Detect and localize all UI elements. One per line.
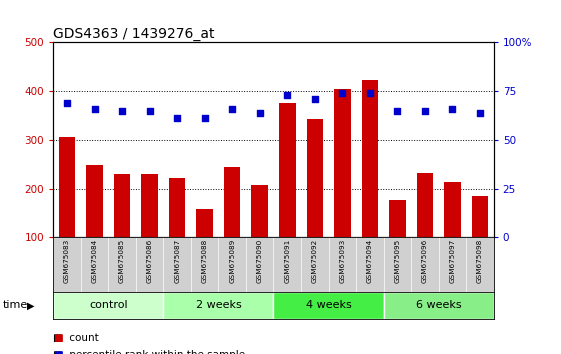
Point xyxy=(420,108,429,113)
Bar xyxy=(196,210,213,237)
Text: GSM675088: GSM675088 xyxy=(201,239,208,283)
Point xyxy=(475,110,484,115)
Text: GSM675097: GSM675097 xyxy=(449,239,456,283)
Text: GSM675096: GSM675096 xyxy=(422,239,428,283)
Text: GSM675092: GSM675092 xyxy=(312,239,318,283)
Point xyxy=(145,108,154,113)
Text: GDS4363 / 1439276_at: GDS4363 / 1439276_at xyxy=(53,28,215,41)
Text: control: control xyxy=(89,300,128,310)
Point xyxy=(255,110,264,115)
Text: GSM675094: GSM675094 xyxy=(367,239,373,283)
Point xyxy=(283,92,292,98)
Point xyxy=(200,115,209,121)
Point xyxy=(393,108,402,113)
Bar xyxy=(141,174,158,237)
Bar xyxy=(169,178,185,237)
Text: GSM675083: GSM675083 xyxy=(64,239,70,283)
Text: ■  count: ■ count xyxy=(53,333,99,343)
Bar xyxy=(472,196,488,237)
Text: GSM675086: GSM675086 xyxy=(146,239,153,283)
Bar xyxy=(417,173,433,237)
Point xyxy=(448,106,457,112)
Bar xyxy=(384,292,494,319)
Bar xyxy=(306,119,323,237)
Text: GSM675098: GSM675098 xyxy=(477,239,483,283)
Bar xyxy=(444,182,461,237)
Text: GSM675093: GSM675093 xyxy=(339,239,346,283)
Point xyxy=(310,96,319,102)
Text: GSM675085: GSM675085 xyxy=(119,239,125,283)
Bar xyxy=(53,292,163,319)
Point xyxy=(338,90,347,96)
Text: ■: ■ xyxy=(53,333,63,343)
Point xyxy=(90,106,99,112)
Bar xyxy=(361,80,378,237)
Text: GSM675091: GSM675091 xyxy=(284,239,290,283)
Text: GSM675084: GSM675084 xyxy=(91,239,98,283)
Bar xyxy=(224,167,241,237)
Bar xyxy=(279,103,296,237)
Point xyxy=(173,115,182,121)
Text: GSM675090: GSM675090 xyxy=(257,239,263,283)
Text: ■: ■ xyxy=(53,350,63,354)
Bar xyxy=(163,292,273,319)
Text: ■  percentile rank within the sample: ■ percentile rank within the sample xyxy=(53,350,245,354)
Bar xyxy=(389,200,406,237)
Point xyxy=(365,90,374,96)
Text: time: time xyxy=(3,300,28,310)
Text: GSM675095: GSM675095 xyxy=(394,239,401,283)
Text: ▶: ▶ xyxy=(27,300,34,310)
Bar xyxy=(273,292,384,319)
Text: 6 weeks: 6 weeks xyxy=(416,300,462,310)
Bar xyxy=(114,174,130,237)
Text: 2 weeks: 2 weeks xyxy=(196,300,241,310)
Bar xyxy=(59,137,75,237)
Text: 4 weeks: 4 weeks xyxy=(306,300,351,310)
Point xyxy=(228,106,237,112)
Bar xyxy=(86,165,103,237)
Text: GSM675087: GSM675087 xyxy=(174,239,180,283)
Text: GSM675089: GSM675089 xyxy=(229,239,235,283)
Point xyxy=(63,100,72,105)
Bar xyxy=(334,89,351,237)
Bar xyxy=(251,185,268,237)
Point xyxy=(118,108,127,113)
